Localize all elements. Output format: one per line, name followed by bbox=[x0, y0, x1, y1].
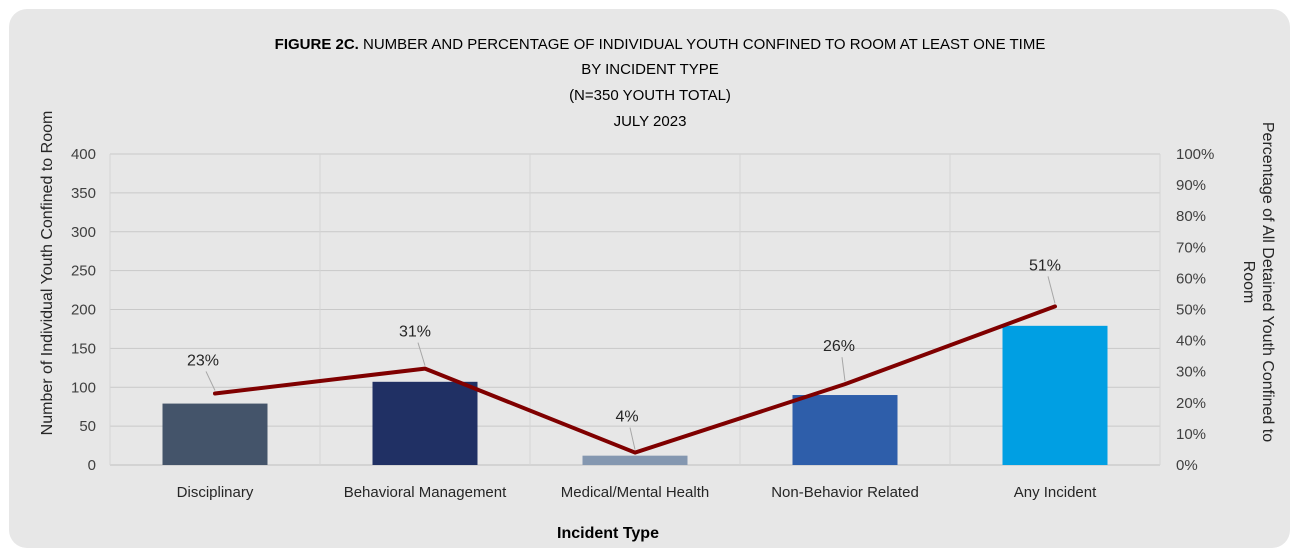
bar-1 bbox=[162, 403, 268, 465]
y-right-tick-label: 80% bbox=[1176, 208, 1206, 225]
y-left-tick-label: 250 bbox=[71, 263, 96, 280]
y-axis-right-ticks: 0% 10% 20% 30% 40% 50% 60% 70% 80% 90% 100% bbox=[1176, 146, 1214, 474]
y-right-tick-label: 40% bbox=[1176, 333, 1206, 350]
percentage-line-path bbox=[213, 304, 1057, 455]
y-left-tick-label: 350 bbox=[71, 185, 96, 202]
chart-title-line-4: JULY 2023 bbox=[614, 113, 687, 130]
chart-title-line-2: BY INCIDENT TYPE bbox=[581, 61, 719, 78]
chart-title: FIGURE 2C. NUMBER AND PERCENTAGE OF INDI… bbox=[275, 36, 1046, 130]
data-label: 4% bbox=[615, 409, 638, 426]
data-label-leader bbox=[205, 371, 216, 391]
y-left-tick-label: 100 bbox=[71, 379, 96, 396]
data-label: 51% bbox=[1029, 257, 1061, 274]
percentage-line: 23% 31% 4% 26% 51% bbox=[187, 257, 1061, 455]
bar-4 bbox=[792, 395, 898, 465]
bars bbox=[162, 325, 1108, 465]
bar-3 bbox=[582, 455, 688, 465]
y-left-tick-label: 50 bbox=[79, 418, 96, 435]
y-left-tick-label: 0 bbox=[88, 457, 96, 474]
data-label-leader bbox=[417, 342, 426, 366]
data-label: 31% bbox=[399, 324, 431, 341]
data-label: 23% bbox=[187, 352, 219, 369]
data-label-leader bbox=[1047, 276, 1056, 304]
y-right-tick-label: 20% bbox=[1176, 395, 1206, 412]
y-axis-left-ticks: 0 50 100 150 200 250 300 350 400 bbox=[71, 146, 96, 474]
chart-title-line-3: (N=350 YOUTH TOTAL) bbox=[569, 87, 731, 104]
y-axis-right-title-line-1: Percentage of All Detained Youth Confine… bbox=[1259, 122, 1276, 442]
y-left-tick-label: 150 bbox=[71, 340, 96, 357]
x-category-label: Non-Behavior Related bbox=[771, 484, 919, 501]
y-axis-left-title: Number of Individual Youth Confined to R… bbox=[39, 111, 56, 436]
data-label: 26% bbox=[823, 338, 855, 355]
x-axis-categories: Disciplinary Behavioral Management Medical… bbox=[177, 484, 1097, 501]
x-category-label: Behavioral Management bbox=[344, 484, 507, 501]
data-label-leader bbox=[629, 427, 636, 450]
y-right-tick-label: 30% bbox=[1176, 364, 1206, 381]
y-right-tick-label: 90% bbox=[1176, 177, 1206, 194]
chart-title-line-1-text: NUMBER AND PERCENTAGE OF INDIVIDUAL YOUT… bbox=[359, 36, 1046, 53]
x-category-label: Any Incident bbox=[1014, 484, 1097, 501]
y-right-tick-label: 50% bbox=[1176, 302, 1206, 319]
y-left-tick-label: 400 bbox=[71, 146, 96, 163]
gridlines bbox=[109, 153, 1161, 466]
y-right-tick-label: 70% bbox=[1176, 239, 1206, 256]
data-label-leader bbox=[841, 357, 846, 382]
bar-2 bbox=[372, 381, 478, 465]
y-right-tick-label: 0% bbox=[1176, 457, 1198, 474]
x-category-label: Medical/Mental Health bbox=[561, 484, 709, 501]
chart-title-prefix: FIGURE 2C. bbox=[275, 36, 359, 53]
bar-5 bbox=[1002, 325, 1108, 465]
y-axis-right-title-line-2: Room bbox=[1240, 261, 1257, 304]
y-right-tick-label: 10% bbox=[1176, 426, 1206, 443]
chart-title-line-1: FIGURE 2C. NUMBER AND PERCENTAGE OF INDI… bbox=[275, 36, 1046, 53]
x-axis-title: Incident Type bbox=[557, 525, 659, 542]
y-right-tick-label: 60% bbox=[1176, 270, 1206, 287]
y-right-tick-label: 100% bbox=[1176, 146, 1214, 163]
x-category-label: Disciplinary bbox=[177, 484, 254, 501]
y-left-tick-label: 300 bbox=[71, 224, 96, 241]
y-left-tick-label: 200 bbox=[71, 302, 96, 319]
